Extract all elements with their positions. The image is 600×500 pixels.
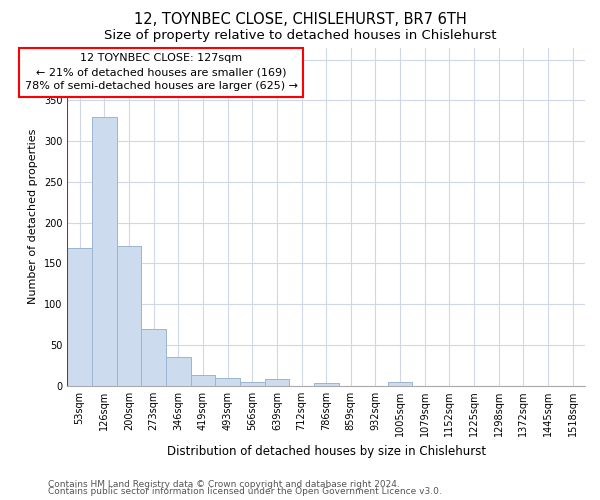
Text: 12 TOYNBEC CLOSE: 127sqm
← 21% of detached houses are smaller (169)
78% of semi-: 12 TOYNBEC CLOSE: 127sqm ← 21% of detach… [25,53,298,91]
Bar [142,328,166,386]
X-axis label: Distribution of detached houses by size in Chislehurst: Distribution of detached houses by size … [167,444,486,458]
Text: Contains public sector information licensed under the Open Government Licence v3: Contains public sector information licen… [48,488,442,496]
Bar [265,379,289,386]
Bar [314,383,338,386]
Bar [67,248,92,386]
Text: Contains HM Land Registry data © Crown copyright and database right 2024.: Contains HM Land Registry data © Crown c… [48,480,400,489]
Text: Size of property relative to detached houses in Chislehurst: Size of property relative to detached ho… [104,29,496,42]
Y-axis label: Number of detached properties: Number of detached properties [28,129,38,304]
Bar [116,246,142,386]
Bar [240,382,265,386]
Text: 12, TOYNBEC CLOSE, CHISLEHURST, BR7 6TH: 12, TOYNBEC CLOSE, CHISLEHURST, BR7 6TH [134,12,466,28]
Bar [166,357,191,386]
Bar [92,117,116,386]
Bar [191,375,215,386]
Bar [388,382,412,386]
Bar [215,378,240,386]
